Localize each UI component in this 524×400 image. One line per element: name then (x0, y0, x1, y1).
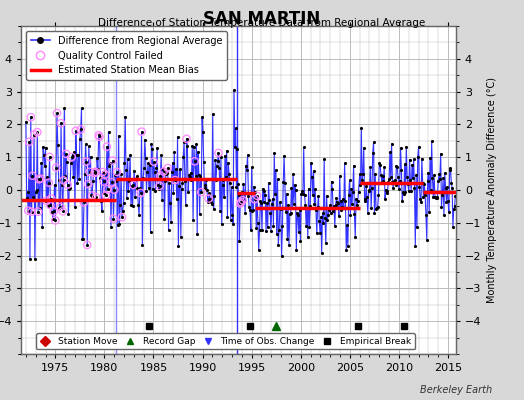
Point (72, 128, 80, 134)
Point (113, 169, 121, 175)
Point (107, 179, 116, 186)
Point (24, 208, 32, 214)
Point (94, 132, 103, 138)
Point (92, 194, 101, 200)
Point (35, 176, 43, 182)
Point (250, 196, 259, 202)
Point (118, 214, 126, 220)
Point (99, 169, 107, 175)
Point (59, 208, 67, 214)
Point (46, 154, 54, 160)
Point (28, 172, 37, 179)
Point (101, 171, 110, 178)
Legend: Station Move, Record Gap, Time of Obs. Change, Empirical Break: Station Move, Record Gap, Time of Obs. C… (36, 333, 414, 350)
Point (34, 208, 42, 215)
Point (68, 154, 76, 160)
Point (27, 114, 35, 120)
Point (91, 170, 99, 176)
Point (77, 126, 85, 133)
Point (27, 208, 36, 215)
Point (150, 158, 158, 165)
Point (82, 158, 91, 165)
Point (88, 192, 96, 199)
Point (159, 168, 168, 175)
Point (84, 181, 92, 187)
Point (191, 158, 199, 164)
Point (52, 164, 60, 171)
Point (62, 150, 70, 157)
Point (91, 168, 100, 175)
Point (83, 242, 91, 248)
Point (104, 186, 112, 192)
Point (25, 139, 34, 145)
Point (214, 150, 223, 156)
Point (57, 120, 66, 126)
Point (47, 195, 56, 202)
Point (51, 217, 60, 224)
Point (103, 144, 111, 150)
Point (197, 189, 205, 195)
Point (108, 157, 117, 164)
Point (237, 199, 245, 206)
Point (253, 192, 261, 199)
Point (59, 177, 68, 184)
Point (95, 134, 104, 140)
Point (49, 208, 58, 215)
Point (109, 216, 117, 222)
Point (85, 169, 94, 175)
Y-axis label: Monthly Temperature Anomaly Difference (°C): Monthly Temperature Anomaly Difference (… (487, 77, 497, 303)
Point (100, 178, 108, 185)
Point (36, 176, 45, 182)
Point (204, 195, 213, 202)
Text: SAN MARTIN: SAN MARTIN (203, 10, 321, 28)
Point (42, 198, 50, 204)
Point (102, 192, 110, 199)
Text: Berkeley Earth: Berkeley Earth (420, 385, 493, 395)
Point (46, 202, 54, 208)
Point (156, 172, 165, 179)
Point (137, 190, 145, 196)
Point (30, 131, 38, 138)
Point (33, 129, 41, 135)
Point (53, 110, 61, 116)
Point (171, 177, 179, 183)
Point (236, 200, 244, 207)
Point (110, 186, 118, 193)
Point (129, 182, 138, 188)
Point (182, 136, 191, 142)
Point (163, 165, 172, 171)
Point (155, 183, 163, 189)
Point (80, 199, 88, 206)
Point (45, 180, 53, 186)
Point (137, 128, 146, 135)
Point (238, 197, 247, 204)
Point (56, 204, 64, 210)
Text: Difference of Station Temperature Data from Regional Average: Difference of Station Temperature Data f… (99, 18, 425, 28)
Point (63, 182, 72, 188)
